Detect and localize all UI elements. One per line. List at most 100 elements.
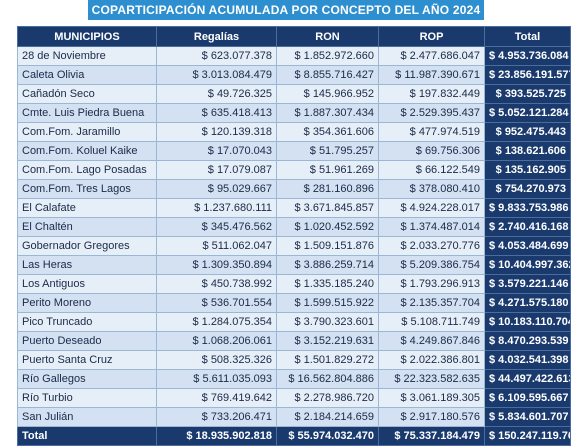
table-row: Río Turbio $ 769.419.642 $ 2.278.986.720 $ … <box>17 388 571 408</box>
regalias-cell: $ 635.418.413 <box>156 103 277 123</box>
municipio-cell: Gobernador Gregores <box>17 236 157 256</box>
table-row: Com.Fom. Tres Lagos $ 95.029.667 $ 281.160… <box>17 179 571 199</box>
total-cell: $ 44.497.422.613 <box>484 369 571 389</box>
total-cell: $ 10.404.997.362 <box>484 255 571 275</box>
total-cell: $ 5.834.601.707 <box>484 407 571 427</box>
column-header-regalias: Regalías <box>156 26 277 47</box>
regalias-cell: $ 623.077.378 <box>156 46 277 66</box>
ron-cell: $ 145.966.952 <box>276 84 379 104</box>
table-row: Com.Fom. Jaramillo $ 120.139.318 $ 354.361… <box>17 122 571 142</box>
rop-cell: $ 477.974.519 <box>378 122 485 142</box>
table-footer: Total $ 18.935.902.818 $ 55.974.032.470 … <box>17 426 571 446</box>
municipio-cell: Puerto Deseado <box>17 331 157 351</box>
table-body: 28 de Noviembre $ 623.077.378 $ 1.852.972.… <box>17 46 571 427</box>
regalias-cell: $ 1.309.350.894 <box>156 255 277 275</box>
ron-cell: $ 51.961.269 <box>276 160 379 180</box>
table-row: Com.Fom. Koluel Kaike $ 17.070.043 $ 51.79… <box>17 141 571 161</box>
total-cell: $ 23.856.191.577 <box>484 65 571 85</box>
total-row: Total $ 18.935.902.818 $ 55.974.032.470 … <box>17 426 571 446</box>
ron-cell: $ 3.671.845.857 <box>276 198 379 218</box>
column-header-ron: RON <box>276 26 379 47</box>
ron-cell: $ 1.020.452.592 <box>276 217 379 237</box>
total-cell: $ 2.740.416.168 <box>484 217 571 237</box>
table-row: El Calafate $ 1.237.680.111 $ 3.671.845.85… <box>17 198 571 218</box>
rop-cell: $ 5.108.711.749 <box>378 312 485 332</box>
regalias-cell: $ 17.079.087 <box>156 160 277 180</box>
table-row: Puerto Santa Cruz $ 508.325.326 $ 1.501.82… <box>17 350 571 370</box>
table-row: Puerto Deseado $ 1.068.206.061 $ 3.152.219… <box>17 331 571 351</box>
municipio-cell: Com.Fom. Jaramillo <box>17 122 157 142</box>
ron-cell: $ 2.184.214.659 <box>276 407 379 427</box>
total-total: $ 150.247.119.767 <box>484 426 571 446</box>
report: COPARTICIPACIÓN ACUMULADA POR CONCEPTO D… <box>17 0 571 446</box>
table-row: El Chaltén $ 345.476.562 $ 1.020.452.592 $ … <box>17 217 571 237</box>
regalias-cell: $ 769.419.642 <box>156 388 277 408</box>
regalias-cell: $ 3.013.084.479 <box>156 65 277 85</box>
total-cell: $ 135.162.905 <box>484 160 571 180</box>
regalias-cell: $ 49.726.325 <box>156 84 277 104</box>
rop-cell: $ 4.249.867.846 <box>378 331 485 351</box>
total-cell: $ 393.525.725 <box>484 84 571 104</box>
ron-cell: $ 1.887.307.434 <box>276 103 379 123</box>
table-row: Com.Fom. Lago Posadas $ 17.079.087 $ 51.96… <box>17 160 571 180</box>
rop-cell: $ 4.924.228.017 <box>378 198 485 218</box>
municipio-cell: Pico Truncado <box>17 312 157 332</box>
ron-cell: $ 3.886.259.714 <box>276 255 379 275</box>
report-title: COPARTICIPACIÓN ACUMULADA POR CONCEPTO D… <box>88 0 484 20</box>
regalias-cell: $ 536.701.554 <box>156 293 277 313</box>
rop-cell: $ 2.022.386.801 <box>378 350 485 370</box>
column-header-municipios: MUNICIPIOS <box>17 26 157 47</box>
municipio-cell: Cañadón Seco <box>17 84 157 104</box>
total-label: Total <box>17 426 157 446</box>
total-cell: $ 138.621.606 <box>484 141 571 161</box>
rop-cell: $ 11.987.390.671 <box>378 65 485 85</box>
regalias-cell: $ 5.611.035.093 <box>156 369 277 389</box>
table-row: San Julián $ 733.206.471 $ 2.184.214.659 $ … <box>17 407 571 427</box>
municipio-cell: Puerto Santa Cruz <box>17 350 157 370</box>
ron-cell: $ 3.790.323.601 <box>276 312 379 332</box>
municipio-cell: Cmte. Luis Piedra Buena <box>17 103 157 123</box>
total-cell: $ 10.183.110.704 <box>484 312 571 332</box>
municipio-cell: 28 de Noviembre <box>17 46 157 66</box>
table-row: Pico Truncado $ 1.284.075.354 $ 3.790.323.… <box>17 312 571 332</box>
total-cell: $ 9.833.753.986 <box>484 198 571 218</box>
ron-cell: $ 1.852.972.660 <box>276 46 379 66</box>
table-row: Gobernador Gregores $ 511.062.047 $ 1.509.… <box>17 236 571 256</box>
rop-cell: $ 66.122.549 <box>378 160 485 180</box>
rop-cell: $ 2.135.357.704 <box>378 293 485 313</box>
rop-cell: $ 2.477.686.047 <box>378 46 485 66</box>
table-row: Cañadón Seco $ 49.726.325 $ 145.966.952 $ 1… <box>17 84 571 104</box>
total-cell: $ 4.953.736.084 <box>484 46 571 66</box>
ron-cell: $ 1.599.515.922 <box>276 293 379 313</box>
rop-cell: $ 378.080.410 <box>378 179 485 199</box>
total-cell: $ 952.475.443 <box>484 122 571 142</box>
rop-cell: $ 2.917.180.576 <box>378 407 485 427</box>
ron-cell: $ 51.795.257 <box>276 141 379 161</box>
rop-cell: $ 2.529.395.437 <box>378 103 485 123</box>
column-header-rop: ROP <box>378 26 485 47</box>
total-regalias: $ 18.935.902.818 <box>156 426 277 446</box>
regalias-cell: $ 95.029.667 <box>156 179 277 199</box>
column-header-total: Total <box>484 26 571 47</box>
total-cell: $ 4.032.541.398 <box>484 350 571 370</box>
regalias-cell: $ 1.284.075.354 <box>156 312 277 332</box>
municipio-cell: El Calafate <box>17 198 157 218</box>
regalias-cell: $ 1.237.680.111 <box>156 198 277 218</box>
total-cell: $ 8.470.293.539 <box>484 331 571 351</box>
ron-cell: $ 354.361.606 <box>276 122 379 142</box>
regalias-cell: $ 345.476.562 <box>156 217 277 237</box>
regalias-cell: $ 511.062.047 <box>156 236 277 256</box>
municipio-cell: El Chaltén <box>17 217 157 237</box>
municipio-cell: Caleta Olivia <box>17 65 157 85</box>
rop-cell: $ 1.374.487.014 <box>378 217 485 237</box>
municipio-cell: Com.Fom. Lago Posadas <box>17 160 157 180</box>
total-ron: $ 55.974.032.470 <box>276 426 379 446</box>
table-header: MUNICIPIOS Regalías RON ROP Total <box>17 26 571 47</box>
municipio-cell: San Julián <box>17 407 157 427</box>
regalias-cell: $ 1.068.206.061 <box>156 331 277 351</box>
total-cell: $ 5.052.121.284 <box>484 103 571 123</box>
ron-cell: $ 2.278.986.720 <box>276 388 379 408</box>
total-cell: $ 6.109.595.667 <box>484 388 571 408</box>
total-rop: $ 75.337.184.479 <box>378 426 485 446</box>
rop-cell: $ 2.033.270.776 <box>378 236 485 256</box>
